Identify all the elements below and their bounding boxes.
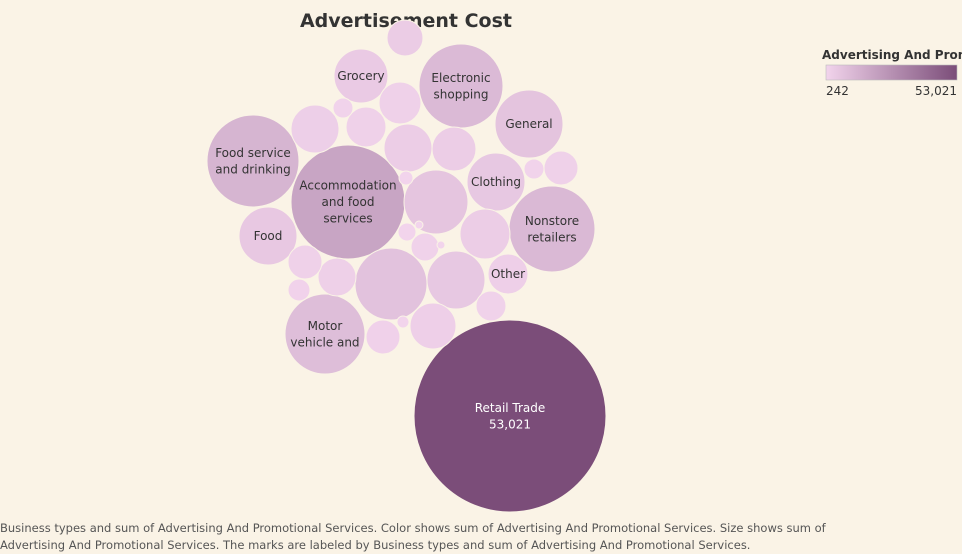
bubble-unlabeled-29[interactable]	[523, 158, 545, 180]
bubble-label-line: shopping	[434, 87, 489, 101]
bubble-unlabeled-13[interactable]	[426, 250, 486, 310]
bubble-retail-trade[interactable]	[413, 319, 607, 513]
bubble-label-line: and drinking	[215, 162, 290, 176]
bubble-label-line: and food	[322, 195, 375, 209]
bubble-label-accommodation: Accommodation and food services	[299, 179, 396, 226]
bubble-grocery[interactable]	[333, 48, 389, 104]
bubble-label-line: Food	[254, 229, 283, 243]
bubble-unlabeled-24[interactable]	[543, 150, 579, 186]
bubble-unlabeled-19[interactable]	[409, 302, 457, 350]
bubble-unlabeled-11[interactable]	[354, 247, 428, 321]
bubble-unlabeled-14[interactable]	[386, 19, 424, 57]
bubble-unlabeled-35[interactable]	[436, 240, 446, 250]
bubble-unlabeled-25[interactable]	[365, 319, 401, 355]
bubble-unlabeled-33[interactable]	[396, 315, 410, 329]
bubble-label-line: services	[323, 212, 372, 226]
bubble-label-food: Food	[254, 229, 283, 243]
bubble-other[interactable]	[487, 253, 529, 295]
bubble-label-line: Retail Trade	[475, 401, 546, 415]
bubble-unlabeled-31[interactable]	[397, 222, 417, 242]
bubble-label-line: Electronic	[431, 71, 490, 85]
bubble-unlabeled-16[interactable]	[459, 208, 511, 260]
bubble-unlabeled-34[interactable]	[414, 220, 424, 230]
bubble-label-line: Motor	[308, 319, 343, 333]
bubble-food[interactable]	[238, 206, 298, 266]
bubble-unlabeled-15[interactable]	[383, 123, 433, 173]
bubble-unlabeled-23[interactable]	[287, 244, 323, 280]
bubble-label-line: Food service	[215, 146, 291, 160]
bubble-unlabeled-22[interactable]	[378, 81, 422, 125]
bubble-label-other: Other	[491, 267, 525, 281]
bubble-label-electronic: Electronic shopping	[431, 71, 490, 102]
bubble-unlabeled-32[interactable]	[398, 170, 414, 186]
bubble-unlabeled-21[interactable]	[345, 106, 387, 148]
legend-title: Advertising And Promo..	[822, 48, 962, 62]
bubble-label-line: Accommodation	[299, 179, 396, 193]
bubble-label-line: Clothing	[471, 175, 521, 189]
bubble-label-clothing: Clothing	[471, 175, 521, 189]
bubble-unlabeled-12[interactable]	[403, 169, 469, 235]
legend-max-label: 53,021	[915, 84, 957, 98]
bubble-label-motor: Motor vehicle and	[290, 319, 359, 350]
bubble-unlabeled-17[interactable]	[431, 126, 477, 172]
bubble-general[interactable]	[494, 89, 564, 159]
bubble-unlabeled-27[interactable]	[475, 290, 507, 322]
bubble-label-line: 53,021	[489, 417, 531, 431]
bubble-label-line: vehicle and	[290, 335, 359, 349]
bubble-food-service[interactable]	[206, 114, 300, 208]
chart-caption: Business types and sum of Advertising An…	[0, 521, 826, 552]
bubble-unlabeled-28[interactable]	[287, 278, 311, 302]
bubble-group: Retail Trade 53,021 Accommodation and food s…	[206, 19, 607, 513]
bubble-label-line: Grocery	[337, 69, 384, 83]
bubble-label-line: Other	[491, 267, 525, 281]
bubble-label-food-service: Food service and drinking	[215, 146, 291, 177]
bubble-electronic[interactable]	[418, 43, 504, 129]
bubble-label-retail-trade: Retail Trade 53,021	[475, 401, 546, 432]
packed-bubble-chart: Advertisement Cost Retail Trade 53,021Acc…	[206, 10, 962, 513]
bubble-label-line: Nonstore	[525, 214, 579, 228]
bubble-label-line: General	[505, 117, 552, 131]
legend-color-ramp	[825, 64, 958, 81]
bubble-label-grocery: Grocery	[337, 69, 384, 83]
legend-min-label: 242	[826, 84, 849, 98]
color-legend: Advertising And Promo.. 242 53,021	[822, 48, 962, 98]
bubble-label-general: General	[505, 117, 552, 131]
bubble-unlabeled-30[interactable]	[332, 97, 354, 119]
bubble-unlabeled-26[interactable]	[410, 232, 440, 262]
bubble-unlabeled-20[interactable]	[317, 257, 357, 297]
bubble-label-line: retailers	[527, 230, 576, 244]
bubble-label-nonstore: Nonstore retailers	[525, 214, 579, 245]
bubble-unlabeled-18[interactable]	[290, 104, 340, 154]
bubble-motor[interactable]	[284, 293, 366, 375]
